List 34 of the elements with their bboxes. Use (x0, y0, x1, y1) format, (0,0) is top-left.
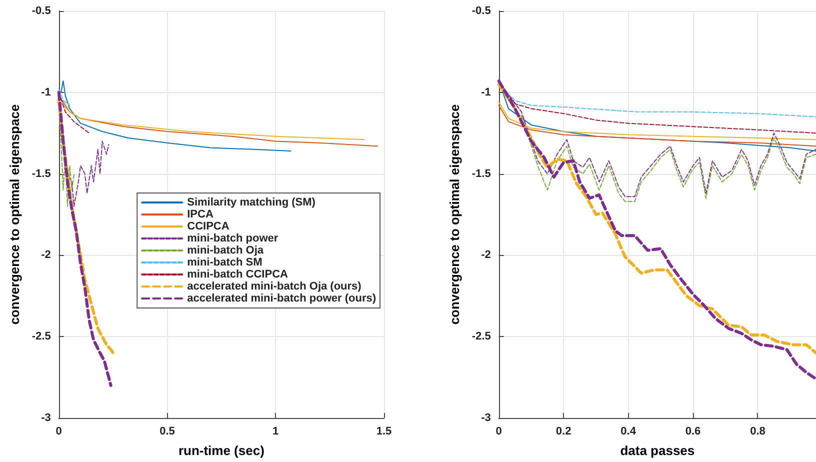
x-axis-title: run-time (sec) (178, 443, 264, 458)
x-tick-label: 0 (56, 426, 62, 438)
legend-label: mini-batch Oja (187, 244, 264, 256)
y-tick-label: -1.5 (472, 168, 491, 180)
x-tick-label: 0 (496, 426, 502, 438)
y-tick-label: -3 (481, 412, 491, 424)
legend-label: mini-batch power (187, 232, 279, 244)
y-axis-title: convergence to optimal eigenspace (7, 104, 22, 325)
legend-label: mini-batch SM (187, 256, 262, 268)
x-tick-label: 1 (272, 426, 279, 438)
x-tick-label: 1.5 (376, 426, 392, 438)
legend-label: IPCA (187, 208, 214, 220)
legend-label: CCIPCA (187, 220, 230, 232)
x-tick-label: 0.4 (620, 426, 637, 438)
y-tick-label: -0.5 (472, 5, 491, 17)
y-tick-label: -3 (41, 412, 51, 424)
y-tick-label: -1.5 (32, 168, 51, 180)
y-tick-label: -2 (41, 249, 51, 262)
y-tick-label: -2.5 (32, 330, 51, 343)
y-tick-label: -1 (481, 86, 491, 98)
x-tick-label: 0.5 (160, 426, 175, 438)
y-tick-label: -2.5 (472, 330, 491, 343)
x-axis-title: data passes (620, 443, 695, 458)
legend-label: accelerated mini-batch Oja (ours) (187, 280, 362, 292)
legend-label: accelerated mini-batch power (ours) (187, 292, 376, 304)
x-tick-label: 0.8 (750, 426, 766, 438)
y-axis-title: convergence to optimal eigenspace (447, 104, 462, 325)
legend-label: mini-batch CCIPCA (187, 268, 288, 280)
y-tick-label: -0.5 (32, 5, 51, 17)
x-tick-label: 0.2 (556, 426, 572, 438)
legend-label: Similarity matching (SM) (187, 196, 316, 208)
x-tick-label: 0.6 (685, 426, 701, 438)
y-tick-label: -1 (41, 86, 51, 98)
y-tick-label: -2 (481, 249, 491, 262)
